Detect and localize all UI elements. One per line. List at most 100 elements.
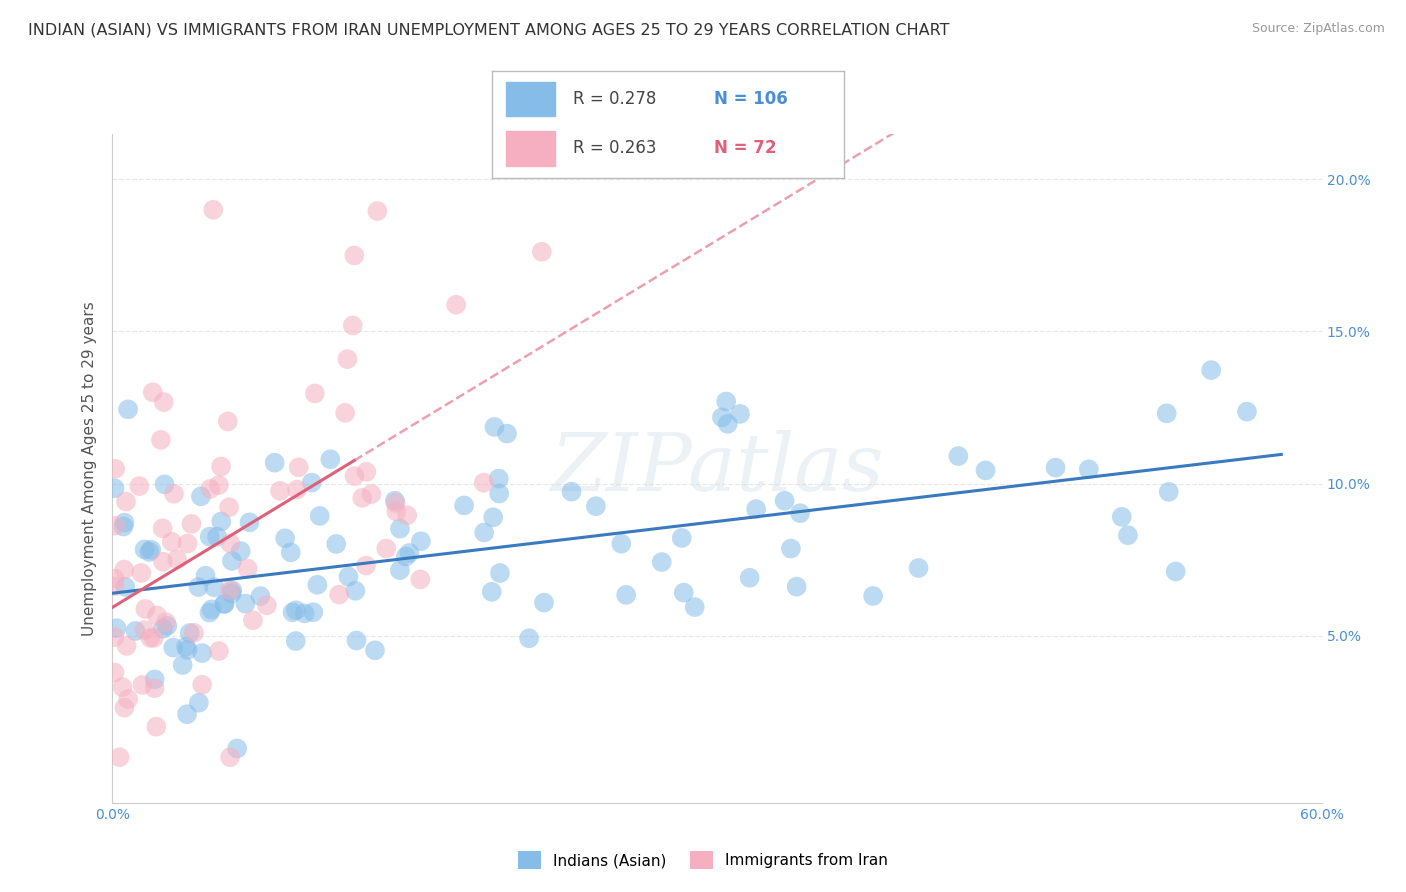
Point bbox=[343, 248, 366, 262]
Point bbox=[221, 583, 243, 598]
Point bbox=[114, 580, 136, 594]
Point bbox=[488, 472, 510, 486]
Point bbox=[190, 489, 212, 503]
Point bbox=[307, 578, 329, 592]
Point bbox=[281, 605, 304, 619]
Point bbox=[219, 750, 242, 764]
Point bbox=[533, 596, 555, 610]
Point bbox=[209, 459, 232, 474]
Point bbox=[249, 589, 271, 603]
Point bbox=[105, 621, 128, 635]
Point bbox=[179, 626, 201, 640]
Point bbox=[263, 456, 285, 470]
Point bbox=[238, 516, 260, 530]
Point bbox=[472, 525, 495, 540]
Point bbox=[398, 546, 420, 560]
Point bbox=[218, 500, 240, 515]
Point bbox=[388, 522, 411, 536]
Point bbox=[388, 563, 411, 577]
Point bbox=[138, 545, 160, 559]
Bar bbox=[506, 82, 555, 116]
Point bbox=[319, 452, 342, 467]
Point bbox=[124, 624, 146, 638]
Point bbox=[103, 481, 125, 495]
Point bbox=[208, 644, 231, 658]
Point bbox=[308, 508, 330, 523]
Point bbox=[974, 463, 997, 477]
Point bbox=[174, 640, 197, 654]
Point bbox=[145, 720, 167, 734]
Point bbox=[409, 573, 432, 587]
Point bbox=[155, 615, 177, 630]
Point bbox=[948, 449, 970, 463]
Point bbox=[226, 741, 249, 756]
Point bbox=[108, 750, 131, 764]
Text: Source: ZipAtlas.com: Source: ZipAtlas.com bbox=[1251, 22, 1385, 36]
Point bbox=[1157, 484, 1180, 499]
Point bbox=[780, 541, 803, 556]
Point bbox=[284, 634, 307, 648]
Point bbox=[453, 499, 475, 513]
Point bbox=[149, 433, 172, 447]
Point bbox=[129, 566, 152, 580]
Point bbox=[481, 584, 503, 599]
Point bbox=[217, 414, 239, 428]
Point bbox=[180, 516, 202, 531]
Point bbox=[153, 477, 176, 491]
Point bbox=[344, 583, 367, 598]
Point bbox=[302, 605, 325, 619]
Point bbox=[409, 534, 432, 549]
Point bbox=[235, 597, 257, 611]
Bar bbox=[506, 131, 555, 166]
Point bbox=[342, 318, 364, 333]
Point bbox=[117, 402, 139, 417]
Point bbox=[384, 493, 406, 508]
Point bbox=[294, 607, 316, 621]
Point bbox=[236, 561, 259, 575]
Point bbox=[789, 506, 811, 520]
Point bbox=[152, 555, 174, 569]
Point bbox=[1199, 363, 1222, 377]
Point bbox=[111, 680, 134, 694]
Point bbox=[610, 537, 633, 551]
Point bbox=[280, 545, 302, 559]
Point bbox=[907, 561, 929, 575]
Point bbox=[103, 665, 125, 680]
Text: R = 0.263: R = 0.263 bbox=[574, 139, 657, 157]
Point bbox=[191, 678, 214, 692]
Point bbox=[304, 386, 326, 401]
Point bbox=[343, 469, 366, 483]
Point bbox=[103, 572, 125, 586]
Point bbox=[202, 580, 225, 594]
Point bbox=[385, 504, 408, 518]
Point bbox=[114, 516, 136, 530]
Point bbox=[198, 606, 221, 620]
Point bbox=[862, 589, 884, 603]
Point bbox=[396, 508, 419, 523]
Point bbox=[1111, 509, 1133, 524]
Point bbox=[269, 483, 291, 498]
Point bbox=[333, 406, 356, 420]
Point bbox=[202, 202, 225, 217]
Point bbox=[103, 630, 125, 644]
Point bbox=[187, 580, 209, 594]
Point bbox=[517, 632, 540, 646]
Point bbox=[104, 579, 127, 593]
Point bbox=[142, 385, 165, 400]
Point bbox=[489, 566, 512, 580]
Point bbox=[200, 482, 222, 496]
Point bbox=[274, 532, 297, 546]
Point bbox=[141, 542, 163, 557]
Point bbox=[1236, 404, 1258, 418]
Point bbox=[134, 542, 156, 557]
Point bbox=[198, 530, 221, 544]
Y-axis label: Unemployment Among Ages 25 to 29 years: Unemployment Among Ages 25 to 29 years bbox=[82, 301, 97, 636]
Point bbox=[328, 588, 350, 602]
Point bbox=[221, 554, 243, 568]
Point bbox=[786, 580, 808, 594]
Text: N = 72: N = 72 bbox=[714, 139, 776, 157]
Point bbox=[256, 599, 278, 613]
Point bbox=[117, 692, 139, 706]
Point bbox=[496, 426, 519, 441]
Point bbox=[482, 510, 505, 524]
